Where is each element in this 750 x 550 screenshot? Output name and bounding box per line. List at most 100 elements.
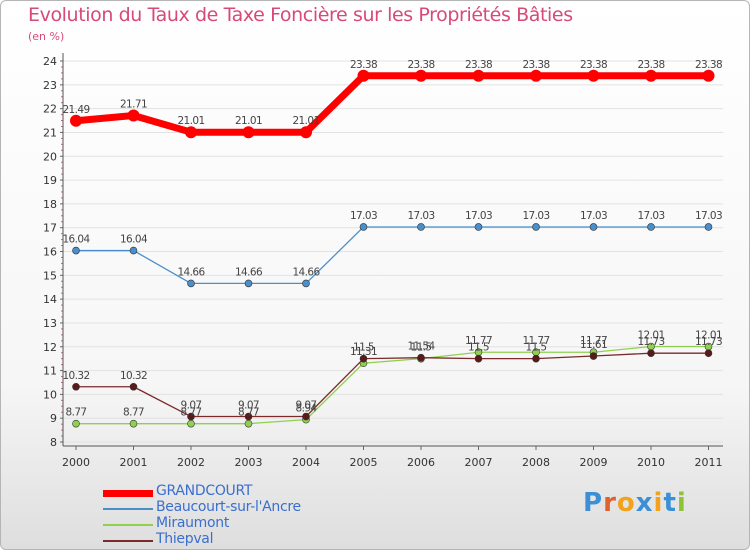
data-point: [70, 114, 82, 127]
data-label: 17.03: [465, 210, 492, 222]
data-point: [187, 412, 195, 421]
data-point: [589, 223, 598, 231]
x-tick-label: 2004: [292, 456, 320, 469]
data-label: 17.03: [350, 210, 377, 222]
x-tick-label: 2008: [522, 456, 550, 469]
data-point: [417, 223, 425, 231]
data-label: 23.38: [580, 59, 607, 71]
y-tick-label: 17: [43, 222, 57, 235]
legend-swatch: [103, 490, 153, 497]
data-label: 21.49: [62, 104, 89, 116]
data-label: 14.66: [177, 266, 205, 278]
data-point: [589, 352, 598, 360]
series-line-3: [76, 352, 709, 418]
data-label: 12.01: [695, 330, 722, 342]
data-point: [129, 246, 138, 255]
data-label: 23.38: [522, 59, 549, 71]
y-tick-label: 11: [43, 365, 57, 378]
data-point: [645, 69, 657, 82]
data-label: 11.77: [580, 335, 607, 347]
x-tick-label: 2007: [465, 456, 493, 469]
data-label: 11.5: [526, 342, 547, 354]
data-label: 17.03: [580, 210, 607, 222]
chart-plot: 8 9 10 11 12 13 14 15 16 17 18 19 20 21 22 23 24 2000 2001…: [43, 53, 723, 469]
legend-label: GRANDCOURT: [156, 483, 253, 499]
y-tick-label: 14: [43, 293, 57, 306]
data-point: [72, 246, 80, 255]
y-tick-label: 24: [43, 55, 57, 68]
data-point: [704, 349, 713, 357]
data-label: 8.77: [123, 407, 144, 419]
data-label: 11.54: [407, 341, 435, 353]
data-label: 17.03: [522, 210, 549, 222]
x-tick-label: 2010: [637, 456, 665, 469]
data-point: [72, 382, 80, 391]
x-tick-label: 2001: [120, 456, 148, 469]
data-point: [242, 126, 255, 139]
data-label: 8.77: [238, 407, 259, 419]
data-label: 11.5: [411, 342, 432, 354]
x-tick-label: 2002: [177, 456, 205, 469]
x-tick-label: 2005: [350, 456, 378, 469]
data-label: 21.01: [177, 115, 204, 127]
data-point: [359, 354, 368, 363]
data-label: 16.04: [120, 234, 148, 246]
data-point: [72, 419, 80, 428]
data-point: [357, 69, 370, 82]
legend-swatch: [103, 524, 153, 526]
data-label: 16.04: [62, 234, 90, 246]
data-label: 11.5: [468, 342, 489, 354]
data-label: 11.77: [465, 335, 492, 347]
data-point: [530, 69, 542, 82]
data-label: 11.73: [637, 336, 664, 348]
data-point: [474, 354, 483, 363]
data-point: [244, 279, 253, 288]
data-point: [415, 69, 427, 82]
data-point: [185, 126, 197, 139]
data-point: [302, 412, 310, 421]
legend-swatch: [103, 540, 153, 542]
x-tick-label: 2006: [407, 456, 435, 469]
y-tick-label: 20: [43, 150, 57, 163]
y-tick-label: 21: [43, 126, 57, 139]
x-tick-label: 2003: [235, 456, 263, 469]
data-label: 11.73: [695, 336, 722, 348]
data-label: 12.01: [637, 330, 664, 342]
data-point: [532, 354, 540, 363]
data-point: [129, 419, 138, 428]
data-label: 11.5: [353, 342, 374, 354]
legend-label: Thiepval: [156, 531, 214, 547]
data-label: 23.38: [407, 59, 434, 71]
data-point: [647, 349, 655, 357]
data-label: 17.03: [695, 210, 722, 222]
y-tick-label: 16: [43, 246, 57, 259]
data-label: 8.77: [66, 407, 87, 419]
data-label: 21.01: [292, 115, 319, 127]
chart-title: Evolution du Taux de Taxe Foncière sur l…: [28, 4, 573, 26]
series-line-0: [75, 72, 709, 136]
data-point: [359, 223, 368, 231]
data-label: 8.77: [181, 407, 202, 419]
data-point: [587, 69, 600, 82]
data-label: 17.03: [637, 210, 664, 222]
data-label: 23.38: [695, 59, 722, 71]
data-label: 14.66: [235, 266, 263, 278]
data-point: [702, 69, 715, 82]
data-point: [704, 223, 713, 231]
data-point: [302, 279, 310, 288]
y-tick-label: 13: [43, 317, 57, 330]
data-label: 8.94: [296, 403, 318, 415]
data-label: 21.71: [120, 99, 147, 111]
data-label: 23.38: [637, 59, 664, 71]
y-tick-label: 18: [43, 198, 57, 211]
data-label: 23.38: [465, 59, 492, 71]
series-line-2: [76, 345, 709, 425]
y-tick-label: 8: [50, 436, 57, 449]
data-label: 21.01: [235, 115, 262, 127]
unit-label: (en %): [28, 30, 65, 43]
y-tick-label: 19: [43, 174, 57, 187]
x-tick-label: 2000: [62, 456, 90, 469]
data-point: [244, 419, 253, 428]
y-tick-label: 12: [43, 341, 57, 354]
